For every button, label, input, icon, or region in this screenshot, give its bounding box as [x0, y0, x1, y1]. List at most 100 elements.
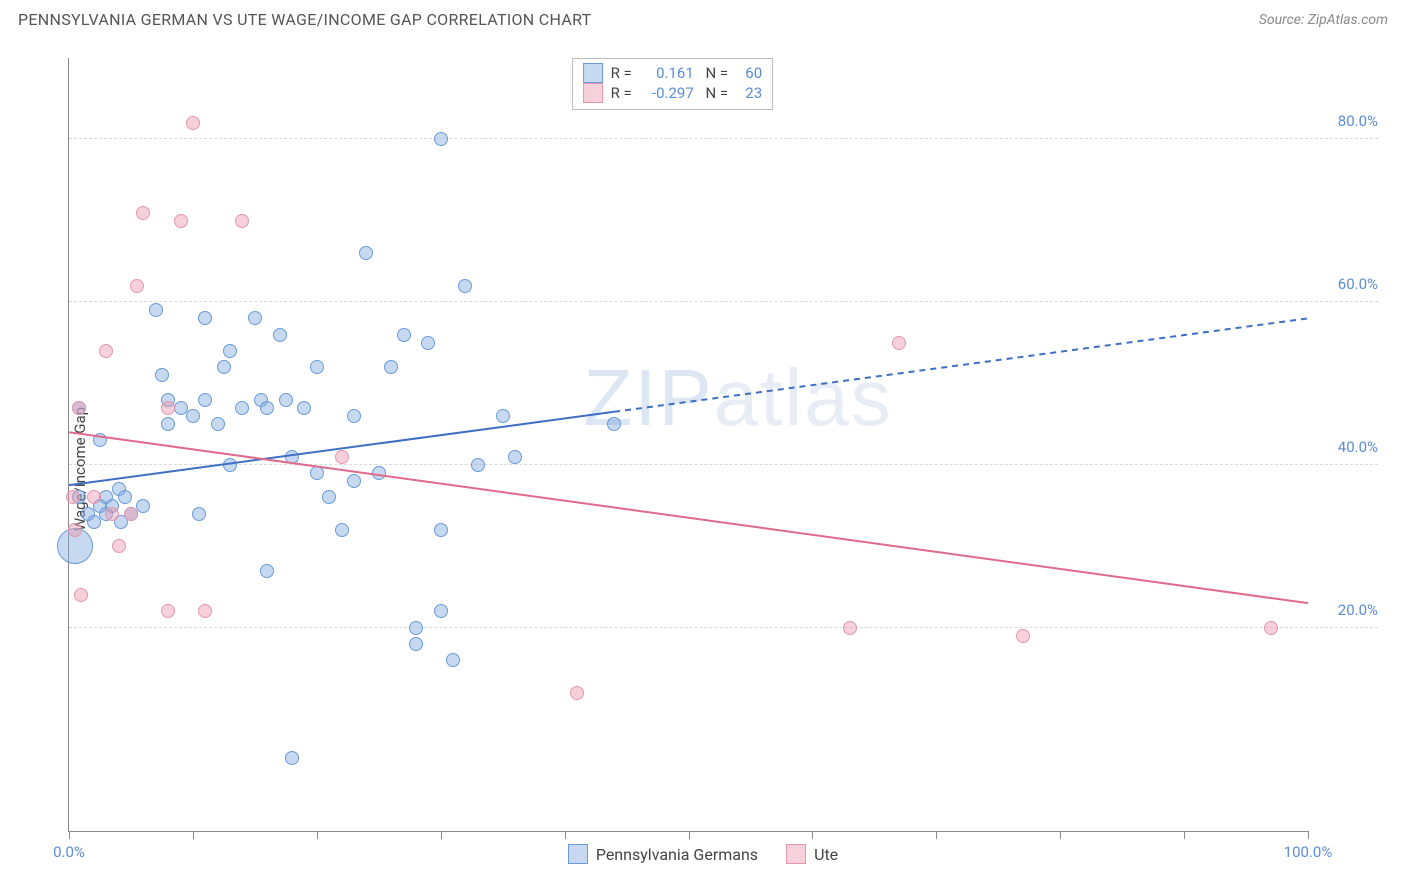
x-tick	[812, 831, 813, 839]
data-point	[384, 360, 398, 374]
plot-area: ZIPatlas R =0.161 N =60R =-0.297 N =23 2…	[68, 58, 1308, 832]
data-point	[161, 417, 175, 431]
data-point	[124, 507, 138, 521]
legend-row: R =-0.297 N =23	[583, 83, 763, 103]
y-tick-label: 40.0%	[1318, 438, 1378, 456]
data-point	[285, 751, 299, 765]
data-point	[198, 393, 212, 407]
data-point	[186, 409, 200, 423]
data-point	[260, 401, 274, 415]
legend-n-value: 60	[736, 64, 762, 82]
legend-series-name: Pennsylvania Germans	[596, 845, 758, 864]
x-tick	[317, 831, 318, 839]
legend-r-label: R =	[611, 64, 632, 82]
data-point	[260, 564, 274, 578]
data-point	[136, 206, 150, 220]
gridline-h	[69, 138, 1378, 139]
x-tick	[69, 831, 70, 839]
legend-r-value: -0.297	[640, 84, 694, 102]
data-point	[892, 336, 906, 350]
data-point	[397, 328, 411, 342]
data-point	[335, 523, 349, 537]
legend-series-name: Ute	[814, 845, 838, 864]
data-point	[235, 214, 249, 228]
data-point	[372, 466, 386, 480]
legend-n-label: N =	[702, 84, 728, 102]
legend-r-value: 0.161	[640, 64, 694, 82]
data-point	[211, 417, 225, 431]
data-point	[174, 214, 188, 228]
data-point	[347, 474, 361, 488]
data-point	[508, 450, 522, 464]
data-point	[161, 604, 175, 618]
correlation-legend: R = 0.161 N = 60R =-0.297 N =23	[572, 58, 774, 110]
data-point	[198, 604, 212, 618]
data-point	[335, 450, 349, 464]
data-point	[843, 621, 857, 635]
data-point	[66, 490, 80, 504]
data-point	[130, 279, 144, 293]
data-point	[223, 458, 237, 472]
data-point	[149, 303, 163, 317]
chart-container: Wage/Income Gap ZIPatlas R =0.161 N =60R…	[18, 46, 1388, 892]
data-point	[279, 393, 293, 407]
watermark: ZIPatlas	[583, 352, 892, 444]
data-point	[217, 360, 231, 374]
data-point	[421, 336, 435, 350]
legend-swatch	[568, 844, 588, 864]
x-tick	[441, 831, 442, 839]
legend-row: R = 0.161 N = 60	[583, 63, 763, 83]
data-point	[607, 417, 621, 431]
data-point	[273, 328, 287, 342]
data-point	[471, 458, 485, 472]
chart-title: PENNSYLVANIA GERMAN VS UTE WAGE/INCOME G…	[18, 10, 591, 29]
x-tick	[1184, 831, 1185, 839]
data-point	[310, 360, 324, 374]
legend-swatch	[583, 83, 603, 103]
data-point	[347, 409, 361, 423]
x-tick	[565, 831, 566, 839]
data-point	[87, 490, 101, 504]
data-point	[74, 588, 88, 602]
data-point	[409, 621, 423, 635]
x-tick	[689, 831, 690, 839]
y-tick-label: 20.0%	[1318, 601, 1378, 619]
data-point	[458, 279, 472, 293]
x-tick	[936, 831, 937, 839]
data-point	[112, 539, 126, 553]
data-point	[105, 507, 119, 521]
data-point	[409, 637, 423, 651]
data-point	[496, 409, 510, 423]
x-tick	[1308, 831, 1309, 839]
data-point	[68, 523, 82, 537]
data-point	[359, 246, 373, 260]
y-tick-label: 80.0%	[1318, 112, 1378, 130]
legend-n-label: N =	[702, 64, 728, 82]
data-point	[446, 653, 460, 667]
data-point	[72, 401, 86, 415]
series-legend: Pennsylvania Germans Ute	[18, 844, 1388, 864]
data-point	[434, 604, 448, 618]
data-point	[285, 450, 299, 464]
x-tick	[193, 831, 194, 839]
legend-swatch	[786, 844, 806, 864]
data-point	[155, 368, 169, 382]
data-point	[248, 311, 262, 325]
data-point	[99, 344, 113, 358]
data-point	[1016, 629, 1030, 643]
legend-item: Pennsylvania Germans	[568, 844, 758, 864]
legend-swatch	[583, 63, 603, 83]
data-point	[1264, 621, 1278, 635]
data-point	[297, 401, 311, 415]
gridline-h	[69, 627, 1378, 628]
data-point	[192, 507, 206, 521]
data-point	[118, 490, 132, 504]
data-point	[93, 433, 107, 447]
y-tick-label: 60.0%	[1318, 275, 1378, 293]
data-point	[310, 466, 324, 480]
data-point	[434, 132, 448, 146]
gridline-h	[69, 301, 1378, 302]
x-tick	[1060, 831, 1061, 839]
gridline-h	[69, 464, 1378, 465]
data-point	[223, 344, 237, 358]
